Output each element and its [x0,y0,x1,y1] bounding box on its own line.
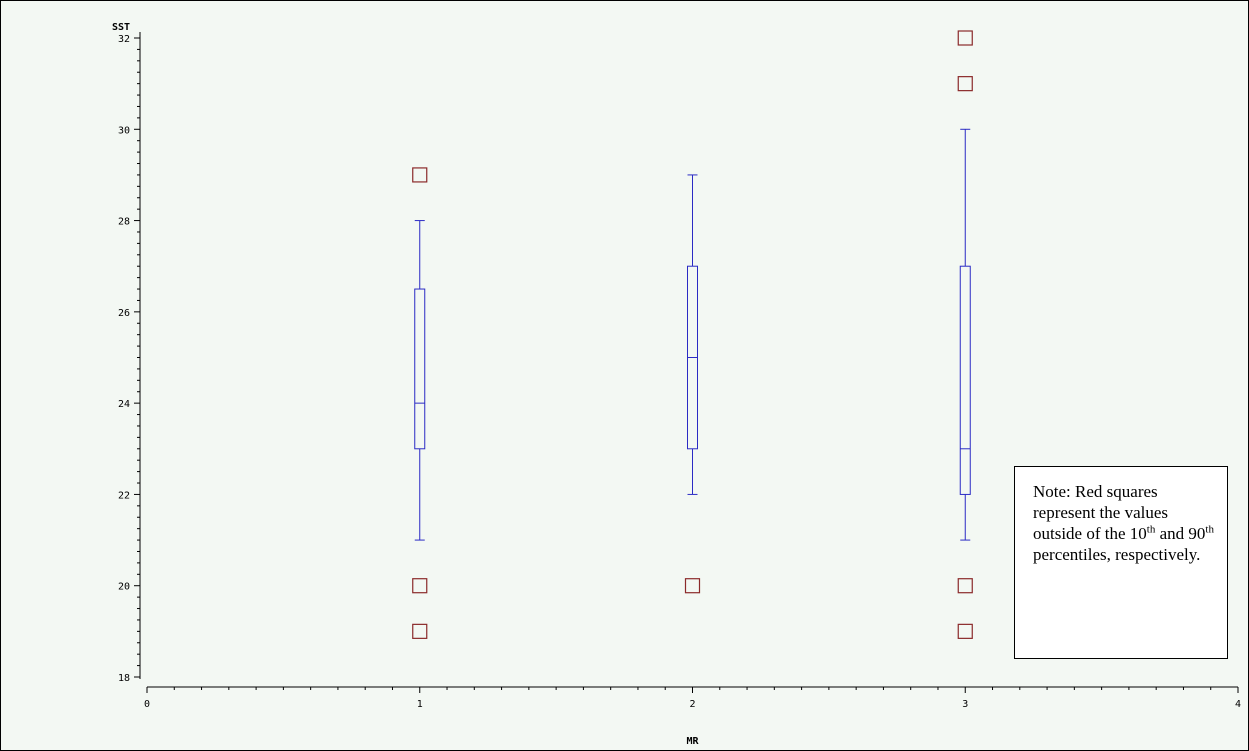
y-tick-label: 22 [118,490,130,501]
y-axis-title: SST [112,22,130,33]
y-tick-label: 30 [118,125,130,136]
x-axis-title: MR [686,736,699,747]
note-text-end: percentiles, respectively. [1033,545,1201,564]
outlier-square [957,76,973,92]
outlier-square [957,30,973,46]
y-tick-label: 18 [118,673,130,684]
y-tick-label: 26 [118,308,130,319]
note-box: Note: Red squares represent the values o… [1014,466,1228,659]
note-superscript-2: th [1205,523,1214,536]
y-tick-label: 32 [118,34,130,45]
y-tick-label: 24 [118,399,130,410]
outlier-square [412,623,428,639]
iqr-box [414,288,426,450]
note-superscript-1: th [1146,523,1156,536]
iqr-box [959,265,971,495]
x-tick-label: 3 [962,699,968,710]
x-tick-label: 1 [417,699,423,710]
outlier-square [957,578,973,594]
outlier-square [684,578,701,594]
outlier-square [412,578,428,594]
note-text: Note: Red squares represent the values o… [1033,482,1168,543]
x-tick-label: 0 [144,699,150,710]
outlier-square [957,623,973,639]
x-tick-label: 2 [689,699,695,710]
y-tick-label: 20 [118,582,130,593]
x-tick-label: 4 [1235,699,1241,710]
y-tick-label: 28 [118,217,130,228]
note-text-mid: and 90 [1155,524,1206,543]
outlier-square [412,167,428,183]
